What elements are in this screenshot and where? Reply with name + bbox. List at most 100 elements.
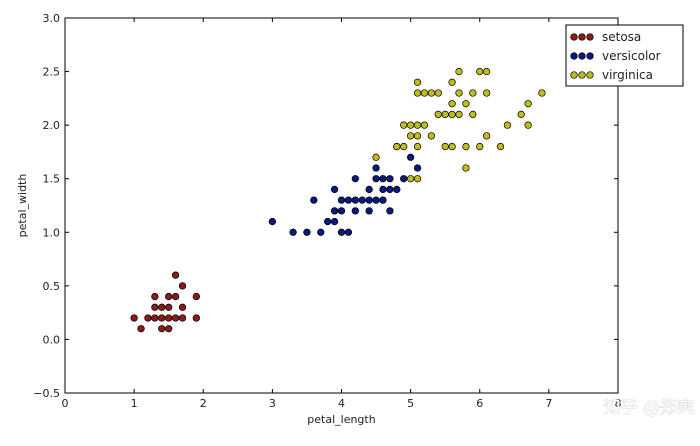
virginica-point [413, 89, 422, 97]
versicolor-point [337, 228, 346, 236]
virginica-point [462, 164, 470, 172]
versicolor-point [372, 175, 380, 183]
virginica-point [400, 121, 408, 129]
virginica-point [496, 142, 505, 151]
y-tick-label: 0.5 [43, 280, 61, 293]
versicolor-point [379, 185, 387, 194]
legend-marker-setosa [578, 33, 586, 41]
versicolor-point [365, 207, 373, 215]
virginica-point [427, 132, 436, 140]
virginica-point [372, 153, 380, 161]
y-axis-label: petal_width [16, 174, 29, 238]
versicolor-point [351, 207, 359, 215]
virginica-point [406, 175, 415, 183]
legend-marker-versicolor [570, 52, 578, 60]
y-tick-label: 1.5 [43, 173, 61, 186]
setosa-point [165, 303, 173, 311]
versicolor-point [386, 207, 394, 215]
versicolor-point [372, 196, 380, 204]
setosa-point [192, 292, 200, 301]
legend-label-virginica: virginica [602, 68, 653, 82]
setosa-point [171, 292, 180, 301]
virginica-point [434, 110, 442, 119]
setosa-point [178, 303, 187, 311]
virginica-point [448, 142, 456, 151]
versicolor-point [358, 196, 366, 204]
x-tick-label: 3 [269, 397, 276, 410]
virginica-point [406, 121, 415, 129]
versicolor-point [413, 164, 422, 172]
virginica-point [420, 89, 429, 97]
virginica-point [476, 67, 484, 76]
versicolor-point [337, 207, 346, 215]
versicolor-point [324, 217, 332, 226]
legend-marker-versicolor [586, 52, 594, 60]
setosa-point [151, 292, 159, 301]
virginica-point [441, 142, 449, 151]
virginica-point [441, 110, 449, 119]
x-tick-label: 5 [407, 397, 414, 410]
setosa-point [130, 314, 138, 322]
legend-marker-versicolor [578, 52, 586, 60]
virginica-point [448, 78, 456, 86]
virginica-point [483, 67, 491, 76]
versicolor-point [310, 196, 318, 204]
x-tick-label: 2 [200, 397, 207, 410]
versicolor-point [268, 217, 277, 226]
setosa-point [165, 292, 173, 301]
virginica-point [462, 142, 470, 151]
versicolor-point [351, 196, 359, 204]
versicolor-point [303, 228, 311, 236]
plot-area [64, 17, 619, 394]
setosa-point [144, 314, 152, 322]
versicolor-point [330, 217, 339, 226]
setosa-point [158, 314, 166, 322]
versicolor-point [344, 196, 353, 204]
versicolor-point [330, 185, 339, 194]
virginica-point [413, 175, 422, 183]
versicolor-point [289, 228, 297, 236]
x-tick-label: 1 [131, 397, 138, 410]
versicolor-point [406, 153, 415, 161]
legend-label-versicolor: versicolor [602, 49, 661, 63]
versicolor-point [379, 196, 387, 204]
virginica-point [469, 110, 477, 119]
virginica-point [427, 89, 436, 97]
setosa-point [137, 325, 145, 333]
virginica-point [476, 142, 484, 151]
x-tick-label: 8 [615, 397, 622, 410]
virginica-point [483, 89, 491, 97]
versicolor-point [393, 185, 401, 194]
y-tick-label: 2.5 [43, 66, 61, 79]
setosa-point [165, 325, 173, 333]
virginica-point [524, 100, 532, 108]
versicolor-point [400, 175, 408, 183]
versicolor-point [337, 196, 346, 204]
versicolor-point [379, 175, 387, 183]
virginica-point [538, 89, 546, 97]
virginica-point [503, 121, 512, 129]
data-points [130, 67, 546, 333]
watermark-text: 知乎 @郑爽 [604, 398, 694, 418]
virginica-point [524, 121, 532, 129]
x-tick-label: 4 [338, 397, 345, 410]
setosa-point [171, 271, 180, 279]
x-tick-label: 0 [62, 397, 69, 410]
setosa-point [151, 303, 159, 311]
virginica-point [462, 100, 470, 108]
versicolor-point [372, 164, 380, 172]
legend-marker-setosa [586, 33, 594, 41]
virginica-point [448, 110, 456, 119]
virginica-point [483, 132, 491, 140]
setosa-point [158, 303, 166, 311]
legend-marker-virginica [578, 71, 586, 79]
versicolor-point [330, 207, 339, 215]
setosa-point [165, 314, 173, 322]
setosa-point [192, 314, 200, 322]
y-tick-label: 2.0 [43, 119, 61, 132]
x-tick-label: 7 [545, 397, 552, 410]
virginica-point [420, 121, 429, 129]
y-tick-label: 3.0 [43, 12, 61, 25]
versicolor-point [386, 185, 394, 194]
